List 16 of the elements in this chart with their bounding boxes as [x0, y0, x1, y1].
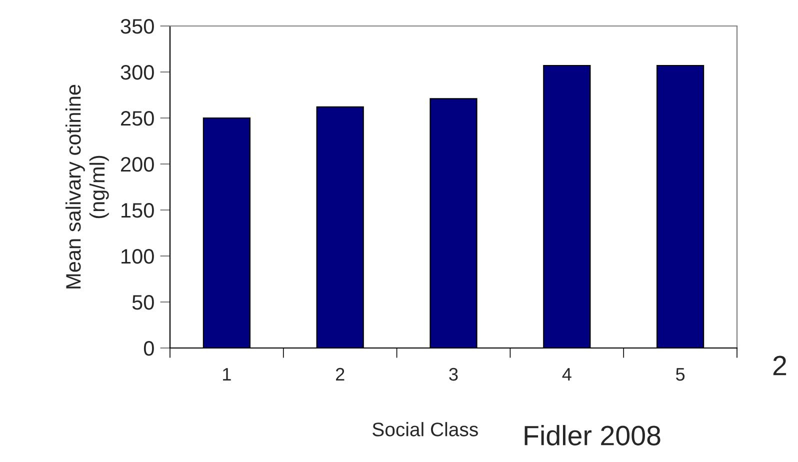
x-axis-title: Social Class	[372, 422, 478, 436]
y-tick-label: 50	[132, 295, 154, 310]
y-tick-label: 200	[121, 157, 154, 172]
x-tick-label: 2	[336, 368, 344, 381]
x-tick-label: 4	[562, 368, 572, 381]
y-tick-label: 300	[120, 65, 154, 80]
y-tick-label: 350	[120, 19, 154, 34]
y-tick-label: 100	[122, 249, 154, 264]
y-axis-title: Mean salivary cotinine (ng/ml)	[65, 84, 109, 288]
x-tick-label: 1	[223, 368, 231, 381]
x-tick-label: 3	[449, 368, 458, 381]
text: Fidler 2008	[524, 425, 660, 446]
y-tick-label: 150	[122, 203, 154, 218]
y-tick-label: 0	[144, 341, 154, 356]
y-tick-label: 250	[121, 111, 154, 126]
x-tick-label: 5	[676, 368, 685, 381]
